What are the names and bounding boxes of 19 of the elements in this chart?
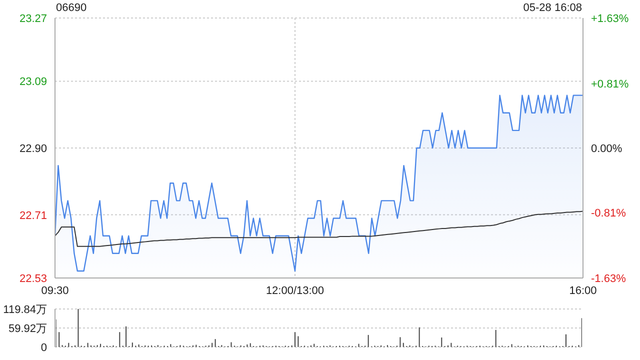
- line-series: [55, 210, 583, 247]
- y2-tick-label: -1.63%: [591, 273, 626, 285]
- y-tick-label: 22.90: [19, 143, 47, 155]
- y2-tick-label: -0.81%: [591, 208, 626, 220]
- y2-tick-label: 0.00%: [591, 143, 622, 155]
- y-tick-label: 23.09: [19, 76, 47, 88]
- chart-subtitle: 05-28 16:08: [523, 2, 582, 14]
- x-tick-label: 16:00: [569, 284, 597, 297]
- y2-tick-label: +1.63%: [591, 13, 629, 25]
- x-tick-label: 09:30: [41, 284, 69, 297]
- y-tick-label: 23.27: [19, 13, 47, 25]
- y-tick-label: 0: [40, 342, 47, 354]
- y-tick-label: 22.53: [19, 273, 47, 285]
- y-tick-label: 59.92万: [8, 323, 47, 335]
- chart-title: 06690: [56, 2, 87, 14]
- y-tick-label: 22.71: [19, 210, 47, 222]
- y2-tick-label: +0.81%: [591, 78, 629, 90]
- x-tick-label: 12:00/13:00: [266, 284, 324, 297]
- y-tick-label: 119.84万: [3, 304, 47, 316]
